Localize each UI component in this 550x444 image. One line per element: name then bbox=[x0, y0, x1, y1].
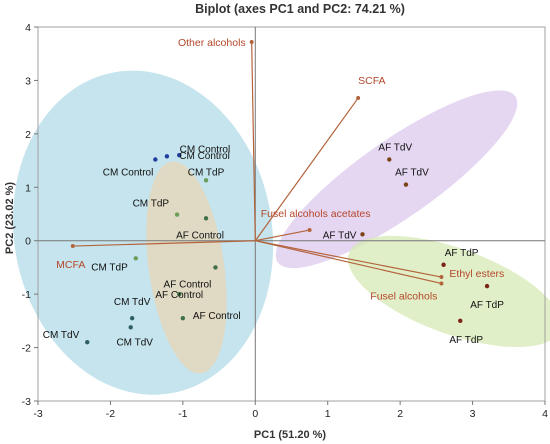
variable-vectors: Other alcohols SCFA Fusel alcohols acetate… bbox=[56, 37, 504, 302]
y-tick-label: 1 bbox=[25, 182, 31, 194]
point-label-cm-tdp: CM TdP bbox=[133, 199, 170, 210]
point-label-af-tdp: AF TdP bbox=[449, 335, 483, 346]
vector-label-fusel-alcohols: Fusel alcohols bbox=[370, 290, 437, 302]
point-cm-tdv bbox=[129, 315, 135, 321]
vector-tip-fusel-alcohols-acetates bbox=[307, 228, 312, 233]
point-af-tdv bbox=[360, 232, 365, 237]
point-label-af-control: AF Control bbox=[193, 311, 241, 322]
x-tick-label: 0 bbox=[252, 408, 258, 420]
point-cm-tdp bbox=[174, 212, 180, 217]
vector-ethyl-esters bbox=[255, 240, 442, 278]
vector-tip-fusel-alcohols bbox=[439, 281, 444, 286]
point-label-af-tdv: AF TdV bbox=[378, 143, 412, 154]
point-af-tdp bbox=[484, 283, 490, 289]
chart-title: Biplot (axes PC1 and PC2: 74.21 %) bbox=[195, 2, 405, 16]
vector-label-fusel-alcohols-acetates: Fusel alcohols acetates bbox=[261, 208, 371, 220]
ellipse-af-tdp bbox=[347, 235, 550, 348]
vector-label-other-alcohols: Other alcohols bbox=[178, 37, 246, 49]
point-cm-tdp bbox=[133, 256, 138, 261]
vector-tip-scfa bbox=[356, 96, 361, 101]
point-af-control bbox=[213, 265, 218, 270]
point-af-control bbox=[177, 291, 182, 297]
x-tick-label: 3 bbox=[470, 408, 476, 420]
point-label-af-control: AF Control bbox=[176, 230, 224, 241]
point-cm-control bbox=[177, 153, 182, 158]
point-cm-control bbox=[164, 154, 170, 159]
vector-label-mcfa: MCFA bbox=[56, 259, 85, 271]
point-label-cm-tdv: CM TdV bbox=[43, 330, 80, 341]
y-tick-label: 2 bbox=[25, 129, 31, 141]
vector-scfa bbox=[254, 97, 359, 242]
y-axis-title: PC2 (23.02 %) bbox=[4, 182, 16, 254]
point-af-control bbox=[180, 315, 186, 321]
point-label-af-tdv: AF TdV bbox=[395, 168, 429, 179]
vector-tip-mcfa bbox=[70, 244, 75, 249]
point-label-cm-tdp: CM TdP bbox=[91, 262, 128, 273]
ellipse-af-tdv bbox=[275, 90, 518, 269]
vector-fusel-alcohols bbox=[255, 240, 442, 285]
x-tick-label: 1 bbox=[325, 408, 331, 420]
x-tick-label: 2 bbox=[397, 408, 403, 420]
point-label-cm-control: CM Control bbox=[179, 151, 230, 162]
point-label-cm-tdv: CM TdV bbox=[114, 297, 151, 308]
vector-mcfa bbox=[72, 240, 256, 247]
y-tick-label: -3 bbox=[22, 396, 31, 408]
point-label-af-tdp: AF TdP bbox=[445, 248, 479, 259]
vector-label-scfa: SCFA bbox=[358, 75, 385, 87]
point-cm-control bbox=[153, 157, 158, 162]
point-label-cm-tdp: CM TdP bbox=[188, 167, 225, 178]
point-label-cm-control: CM Control bbox=[180, 144, 231, 155]
point-cm-tdp bbox=[203, 178, 209, 183]
point-label-af-tdv: AF TdV bbox=[323, 230, 357, 241]
y-tick-label: 4 bbox=[25, 22, 31, 34]
y-tick-label: 0 bbox=[25, 236, 31, 248]
y-tick-label: -2 bbox=[22, 343, 31, 355]
ellipse-af-control bbox=[146, 161, 227, 374]
point-cm-tdv bbox=[128, 325, 133, 330]
x-tick-label: -1 bbox=[178, 408, 187, 420]
x-tick-label: -3 bbox=[33, 408, 42, 420]
point-label-af-control: AF Control bbox=[155, 290, 203, 301]
point-cm-tdv bbox=[85, 340, 90, 345]
point-af-control bbox=[203, 216, 209, 221]
vector-label-ethyl-esters: Ethyl esters bbox=[449, 268, 504, 280]
vector-other-alcohols bbox=[251, 41, 256, 241]
vector-tip-other-alcohols bbox=[249, 39, 254, 44]
point-af-tdv bbox=[403, 182, 409, 187]
point-af-tdp bbox=[458, 318, 463, 324]
vector-fusel-alcohols-acetates bbox=[255, 229, 310, 242]
y-tick-label: -1 bbox=[22, 289, 31, 301]
point-label-af-control: AF Control bbox=[164, 279, 212, 290]
point-label-cm-control: CM Control bbox=[103, 168, 154, 179]
point-af-tdv bbox=[387, 157, 392, 162]
x-axis-title: PC1 (51.20 %) bbox=[254, 429, 326, 441]
point-label-af-tdp: AF TdP bbox=[470, 300, 504, 311]
plot-frame bbox=[37, 26, 546, 402]
axes: -3 -2 -1 0 1 2 3 4 -3 -2 -1 0 1 2 3 4 bbox=[22, 22, 548, 420]
y-tick-label: 3 bbox=[25, 75, 31, 87]
point-af-tdp bbox=[441, 262, 446, 267]
point-label-cm-tdv: CM TdV bbox=[116, 337, 153, 348]
x-tick-label: -2 bbox=[106, 408, 115, 420]
x-tick-label: 4 bbox=[542, 408, 548, 420]
vector-tip-ethyl-esters bbox=[439, 275, 444, 280]
group-ellipses bbox=[12, 70, 550, 395]
